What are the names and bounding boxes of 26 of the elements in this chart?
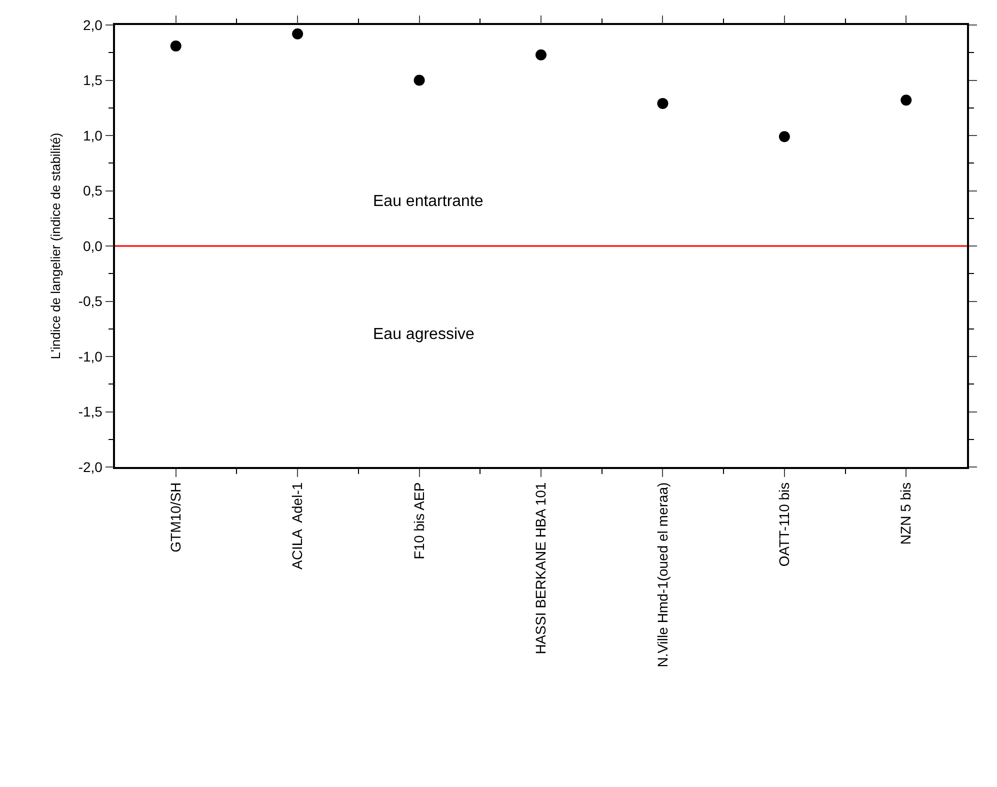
x-tick-label: N.Ville Hmd-1(oued el meraa): [654, 482, 670, 668]
y-tick-label: -1,5: [78, 404, 103, 420]
x-tick-label: ACILA Adel-1: [289, 482, 306, 570]
point: [536, 49, 546, 60]
y-tick-label: 1,0: [82, 127, 103, 144]
y-tick-label: 0,0: [82, 238, 103, 254]
point: [292, 28, 304, 40]
y-tick-label: -2,0: [78, 458, 103, 475]
annotation: Eau agressive: [373, 326, 474, 343]
x-tick-label: NZN 5 bis: [898, 482, 914, 545]
point: [414, 74, 425, 86]
point: [170, 40, 182, 52]
x-tick-label: HASSI BERKANE HBA 101: [532, 482, 549, 654]
y-tick-label: 2,0: [82, 16, 103, 33]
y-tick-label: 1,5: [82, 72, 103, 88]
point: [900, 94, 912, 106]
y-axis-title: L'indice de langelier (indice de stabilité): [48, 132, 63, 360]
y-tick-label: -0,5: [78, 293, 103, 310]
x-tick-label: OATT-110 bis: [776, 482, 792, 567]
point: [657, 98, 668, 109]
x-tick-label: F10 bis AEP: [410, 482, 427, 560]
point: [778, 131, 790, 142]
annotation: Eau entartrante: [373, 193, 484, 210]
y-tick-label: 0,5: [82, 182, 103, 199]
x-tick-label: GTM10/SH: [167, 482, 184, 552]
y-tick-label: -1,0: [78, 348, 103, 364]
